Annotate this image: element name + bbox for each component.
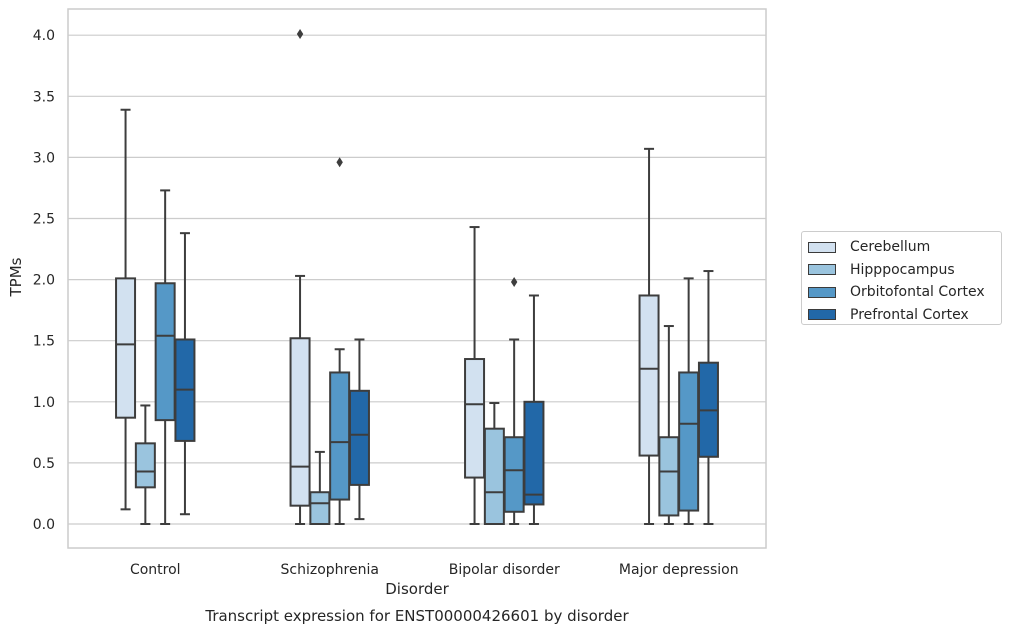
y-tick-label: 2.5 — [33, 212, 55, 228]
x-tick-label: Bipolar disorder — [449, 562, 560, 578]
legend-item-cerebellum: Cerebellum — [808, 236, 1001, 259]
legend-label-hippocampus: Hipppocampus — [850, 261, 955, 278]
legend-label-prefrontal: Prefrontal Cortex — [850, 306, 969, 323]
y-tick-label: 2.0 — [33, 273, 55, 289]
y-tick-labels: 0.0 0.5 1.0 1.5 2.0 2.5 3.0 3.5 4.0 — [33, 28, 55, 533]
box-iqr — [115, 277, 137, 419]
box-orbitofontal-cortex-bipolar-disorder — [503, 277, 525, 525]
outlier-point — [510, 277, 518, 288]
y-tick-label: 1.0 — [33, 395, 55, 411]
box-iqr — [483, 427, 505, 525]
box-iqr — [348, 389, 370, 486]
box-iqr — [658, 436, 680, 517]
legend-item-orbitofrontal: Orbitofontal Cortex — [808, 281, 1001, 304]
box-iqr — [638, 294, 660, 457]
box-cerebellum-schizophrenia — [289, 28, 311, 525]
legend-swatch-prefrontal — [808, 309, 836, 321]
box-orbitofontal-cortex-control — [154, 189, 176, 525]
box-prefrontal-cortex-control — [174, 232, 196, 516]
chart-caption: Transcript expression for ENST0000042660… — [205, 607, 629, 625]
y-tick-label: 0.0 — [33, 517, 55, 533]
box-hipppocampus-bipolar-disorder — [483, 402, 505, 525]
legend-swatch-hippocampus — [808, 264, 836, 276]
legend-label-orbitofrontal: Orbitofontal Cortex — [850, 284, 985, 301]
box-hipppocampus-major-depression — [658, 325, 680, 525]
box-iqr — [464, 358, 486, 479]
box-cerebellum-major-depression — [638, 147, 660, 525]
box-iqr — [154, 282, 176, 422]
x-axis-title: Disorder — [385, 580, 449, 598]
boxes — [115, 28, 719, 525]
legend-item-hippocampus: Hipppocampus — [808, 259, 1001, 282]
box-iqr — [329, 371, 351, 501]
box-prefrontal-cortex-schizophrenia — [348, 338, 370, 521]
legend-swatch-orbitofrontal — [808, 286, 836, 298]
box-cerebellum-bipolar-disorder — [464, 226, 486, 525]
y-tick-label: 3.0 — [33, 150, 55, 166]
box-prefrontal-cortex-bipolar-disorder — [523, 294, 545, 525]
y-tick-label: 3.5 — [33, 89, 55, 105]
box-iqr — [503, 436, 525, 513]
box-hipppocampus-control — [134, 404, 156, 525]
x-tick-label: Control — [130, 562, 181, 578]
y-axis-title: TPMs — [7, 257, 25, 297]
y-tick-label: 4.0 — [33, 28, 55, 44]
y-tick-label: 1.5 — [33, 334, 55, 350]
legend: Cerebellum Hipppocampus Orbitofontal Cor… — [801, 231, 1002, 325]
box-iqr — [134, 442, 156, 489]
outlier-point — [296, 28, 304, 39]
box-iqr — [289, 337, 311, 507]
box-iqr — [523, 400, 545, 506]
outlier-point — [336, 157, 343, 168]
legend-swatch-cerebellum — [808, 241, 836, 253]
y-tick-label: 0.5 — [33, 456, 55, 472]
box-iqr — [309, 491, 331, 525]
box-iqr — [678, 371, 700, 512]
legend-label-cerebellum: Cerebellum — [850, 239, 931, 256]
legend-item-prefrontal: Prefrontal Cortex — [808, 304, 1001, 327]
box-orbitofontal-cortex-major-depression — [678, 277, 700, 525]
x-tick-labels: Control Schizophrenia Bipolar disorder Majo… — [130, 562, 739, 578]
plot-area-frame — [67, 8, 767, 549]
box-cerebellum-control — [115, 108, 137, 511]
x-tick-label: Schizophrenia — [281, 562, 379, 578]
box-prefrontal-cortex-major-depression — [697, 270, 719, 525]
box-hipppocampus-schizophrenia — [309, 450, 331, 525]
x-tick-label: Major depression — [619, 562, 739, 578]
